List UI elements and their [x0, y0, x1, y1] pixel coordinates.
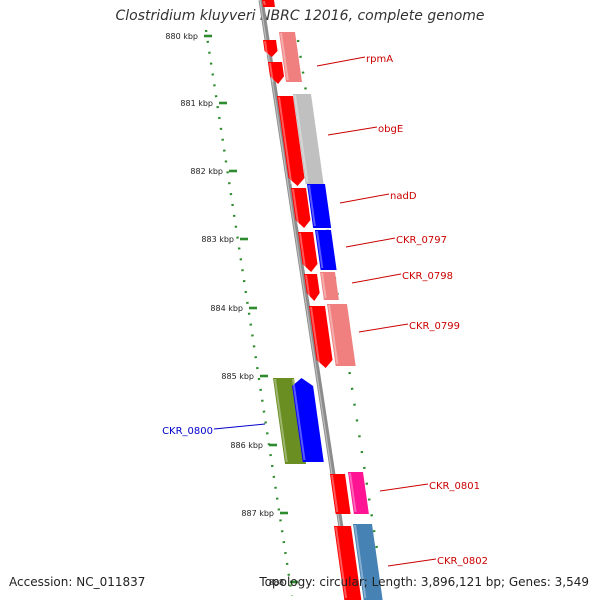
forward-gene-arrow-shine: [299, 233, 307, 270]
forward-gene-arrow[interactable]: [277, 96, 305, 186]
scale-tick-label: 886 kbp: [230, 441, 263, 450]
gene-block-rpmA[interactable]: [279, 32, 302, 82]
gene-block-CKR_0797[interactable]: [315, 230, 337, 270]
reverse-gene-arrow-shine: [292, 379, 306, 460]
gene-block-CKR_0802[interactable]: [353, 524, 383, 600]
leader-line: [345, 237, 396, 248]
reverse-gene-arrow[interactable]: [292, 378, 324, 462]
gene-block-CKR_0799-shine: [328, 305, 339, 364]
forward-gene-arrow[interactable]: [291, 188, 311, 228]
gene-block-CKR_0800-shine: [274, 379, 288, 462]
scale-tick-label: 885 kbp: [221, 372, 254, 381]
gene-block-CKR_0798-shine: [321, 273, 327, 298]
forward-gene-arrow-shine: [269, 63, 274, 82]
leader-line: [387, 558, 437, 567]
gene-label-CKR_0797[interactable]: CKR_0797: [396, 235, 447, 246]
scale-tick-label: 888: [269, 578, 284, 587]
gene-block-CKR_0798[interactable]: [320, 272, 339, 300]
gene-label-CKR_0802[interactable]: CKR_0802: [437, 556, 488, 567]
forward-gene-arrow[interactable]: [309, 306, 333, 368]
leader-line: [316, 56, 366, 67]
leader-line: [358, 323, 409, 333]
gene-label-rpmA[interactable]: rpmA: [366, 54, 393, 65]
forward-gene-arrow[interactable]: [268, 62, 285, 84]
forward-gene-arrow[interactable]: [330, 474, 351, 514]
gene-block-CKR_0801[interactable]: [348, 472, 369, 514]
scale-guides: 880 kbp 881 kbp 882 kbp 883 kbp 884 kbp 885 k…: [165, 29, 380, 597]
gene-label-nadD[interactable]: nadD: [390, 191, 417, 202]
forward-gene-arrow-shine: [278, 97, 293, 184]
gene-features: [262, 0, 383, 600]
leader-line: [339, 193, 390, 204]
gene-block-rpmA-shine: [280, 33, 289, 80]
gene-block-CKR_0800[interactable]: [273, 378, 307, 464]
forward-gene-arrow-shine: [292, 189, 300, 226]
forward-gene-arrow[interactable]: [304, 274, 320, 301]
forward-gene-arrow[interactable]: [262, 0, 275, 7]
leader-line: [327, 126, 378, 136]
gene-block-nadD[interactable]: [307, 184, 332, 228]
gene-labels: rpmA obgE nadD CKR_0797 CKR_0798 CKR_0799 CKR_…: [162, 54, 488, 567]
gene-label-CKR_0801[interactable]: CKR_0801: [429, 481, 480, 492]
scale-tick-label: 880 kbp: [165, 32, 198, 41]
map-title: Clostridium kluyveri NBRC 12016, complet…: [115, 8, 485, 24]
leader-line: [213, 423, 266, 430]
gene-block-obgE[interactable]: [293, 94, 324, 184]
forward-gene-arrow-shine: [305, 275, 311, 299]
gene-label-CKR_0798[interactable]: CKR_0798: [402, 271, 453, 282]
gene-label-CKR_0799[interactable]: CKR_0799: [409, 321, 460, 332]
leader-line: [351, 273, 402, 284]
leader-line: [379, 483, 429, 492]
gene-block-obgE-shine: [294, 95, 309, 182]
scale-tick-label: 887 kbp: [241, 509, 274, 518]
gene-label-CKR_0800[interactable]: CKR_0800: [162, 426, 213, 437]
scale-tick-label: 882 kbp: [190, 167, 223, 176]
forward-gene-arrow-shine: [264, 41, 269, 55]
scale-tick-label: 883 kbp: [201, 235, 234, 244]
gene-block-CKR_0799[interactable]: [327, 304, 356, 366]
gene-block-CKR_0802-shine: [354, 525, 367, 598]
genome-summary: Topology: circular; Length: 3,896,121 bp…: [259, 575, 589, 589]
forward-gene-arrow[interactable]: [298, 232, 318, 272]
gene-block-CKR_0797-shine: [316, 231, 324, 268]
accession-text: Accession: NC_011837: [9, 575, 146, 589]
scale-tick-label: 881 kbp: [180, 99, 213, 108]
gene-label-obgE[interactable]: obgE: [378, 124, 403, 135]
forward-gene-arrow[interactable]: [263, 40, 278, 57]
forward-gene-arrow-shine: [263, 1, 266, 5]
gene-block-CKR_0801-shine: [349, 473, 357, 512]
forward-gene-arrow-shine: [331, 475, 339, 512]
forward-gene-arrow-shine: [335, 527, 348, 598]
forward-gene-arrow[interactable]: [334, 526, 362, 600]
inner-scale-line: [204, 29, 294, 597]
scale-tick-label: 884 kbp: [210, 304, 243, 313]
forward-gene-arrow-shine: [310, 307, 321, 366]
gene-block-nadD-shine: [308, 185, 316, 226]
